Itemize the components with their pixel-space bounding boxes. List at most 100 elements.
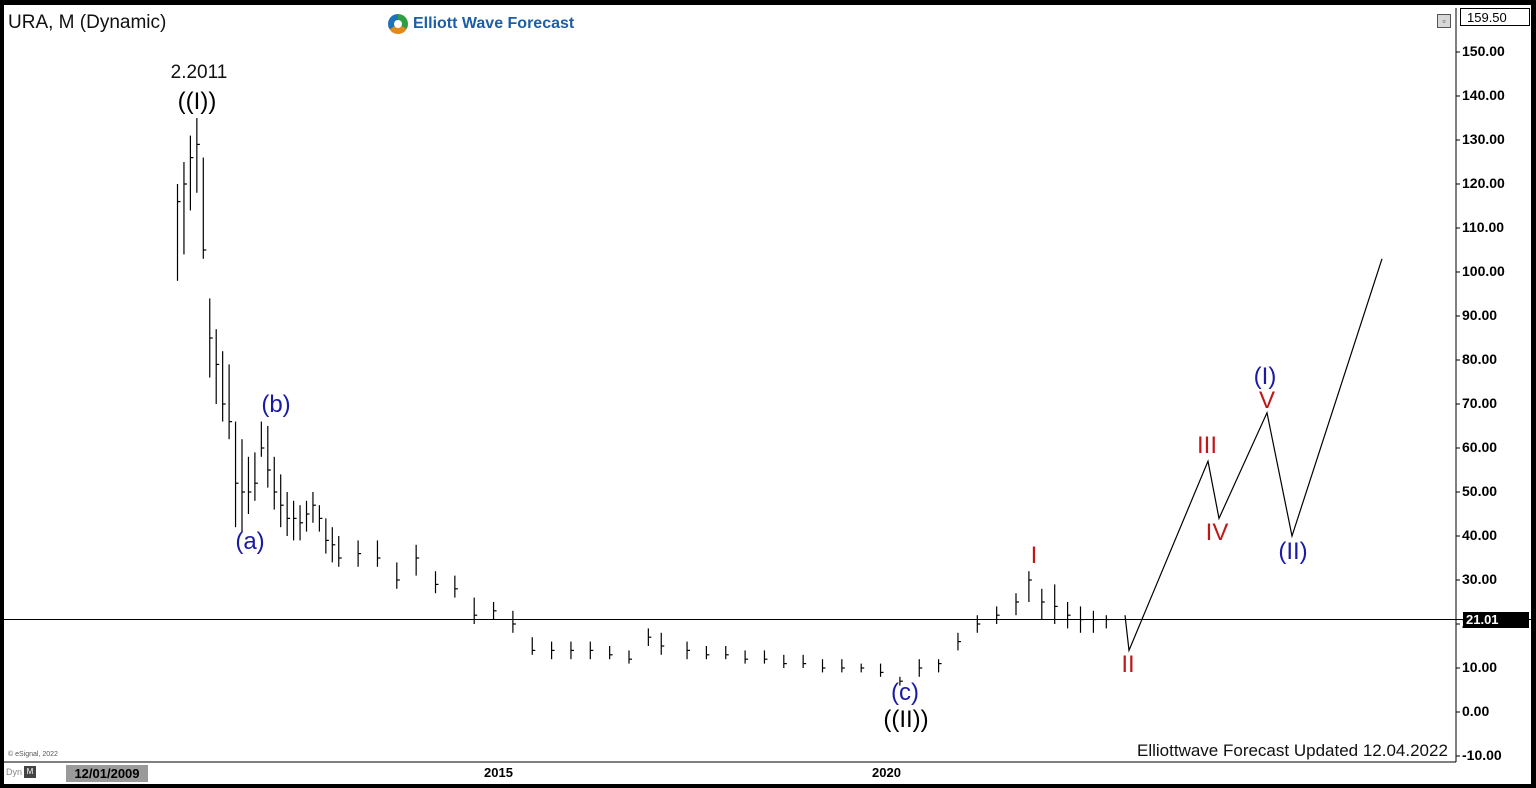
- ohlc-bar: [325, 518, 329, 554]
- ohlc-bar: [228, 364, 233, 440]
- y-tick-label: 120.00: [1462, 175, 1505, 191]
- ohlc-bar: [1015, 593, 1019, 616]
- ohlc-bar: [492, 602, 497, 620]
- ohlc-bar: [879, 663, 884, 677]
- ohlc-bar: [821, 659, 826, 673]
- y-tick-label: 0.00: [1462, 703, 1490, 719]
- ohlc-bar: [589, 641, 594, 660]
- price-axis-top-value: 159.50: [1460, 8, 1530, 26]
- ohlc-bar: [299, 505, 304, 541]
- ohlc-bar: [415, 544, 420, 576]
- ohlc-bar: [209, 298, 213, 378]
- restore-window-icon[interactable]: ▫: [1437, 14, 1451, 28]
- ohlc-bar: [312, 492, 316, 523]
- y-tick-label: 50.00: [1462, 483, 1498, 499]
- wave-label: I: [1030, 542, 1038, 569]
- ohlc-bar: [338, 536, 342, 567]
- brand-name: Elliott Wave Forecast: [413, 15, 575, 32]
- ohlc-bar: [241, 439, 245, 532]
- y-tick-label: 40.00: [1462, 527, 1498, 543]
- last-price-badge: 21.01: [1463, 612, 1529, 628]
- y-tick-label: 130.00: [1462, 131, 1505, 147]
- y-tick-label: 30.00: [1462, 571, 1498, 587]
- y-tick-label: 70.00: [1462, 395, 1498, 411]
- wave-label: III: [1196, 432, 1218, 459]
- wave-label: ((II)): [883, 706, 929, 733]
- ohlc-bar: [647, 628, 652, 646]
- dyn-label: Dyn: [6, 767, 23, 777]
- ohlc-bar: [860, 663, 865, 673]
- interval-button[interactable]: M: [24, 766, 36, 778]
- ohlc-bar: [841, 659, 845, 673]
- ohlc-bar: [196, 118, 200, 193]
- wave-label: 2.2011: [170, 62, 228, 83]
- wave-label: (b): [261, 391, 291, 418]
- ohlc-bar: [512, 610, 516, 633]
- ohlc-bar: [331, 527, 336, 563]
- wave-label: (I): [1253, 363, 1277, 390]
- ohlc-bar: [660, 632, 665, 655]
- ohlc-bar: [247, 456, 252, 514]
- ohlc-bar: [376, 540, 381, 567]
- ohlc-bar: [550, 641, 555, 660]
- y-tick-label: 10.00: [1462, 659, 1498, 675]
- ohlc-bar: [1041, 588, 1045, 620]
- ohlc-bar: [473, 597, 478, 624]
- wave-label: (a): [235, 528, 265, 555]
- ohlc-bar: [280, 474, 284, 528]
- ohlc-bar: [434, 571, 439, 594]
- y-tick-label: 100.00: [1462, 263, 1505, 279]
- chart-frame: [4, 5, 1531, 784]
- ohlc-bar: [215, 329, 220, 404]
- ohlc-bar: [260, 421, 265, 457]
- y-tick-label: 150.00: [1462, 43, 1505, 59]
- brand: Elliott Wave Forecast: [388, 12, 574, 36]
- ohlc-bar: [1054, 584, 1058, 624]
- brand-logo-icon: [388, 14, 408, 34]
- ohlc-bar: [976, 615, 981, 633]
- ohlc-bar: [293, 500, 297, 541]
- ohlc-bar: [1105, 615, 1110, 629]
- ohlc-bar: [234, 421, 239, 528]
- y-tick-label: 140.00: [1462, 87, 1505, 103]
- wave-label: (II): [1278, 538, 1308, 565]
- x-tick-label: 2020: [872, 765, 901, 780]
- ohlc-bar: [176, 184, 181, 281]
- ohlc-bar: [570, 641, 574, 660]
- ohlc-bar: [202, 157, 207, 259]
- y-tick-label: 80.00: [1462, 351, 1498, 367]
- ohlc-bar: [222, 351, 226, 422]
- ohlc-bar: [267, 426, 271, 488]
- ohlc-bar: [531, 637, 536, 655]
- ohlc-bar: [254, 452, 258, 501]
- ohlc-bar: [996, 606, 1000, 624]
- ohlc-bar: [189, 135, 194, 211]
- ohlc-bar: [609, 646, 613, 660]
- wave-label: II: [1121, 651, 1135, 678]
- symbol-title: URA, M (Dynamic): [8, 12, 167, 33]
- y-tick-label: -10.00: [1462, 747, 1502, 763]
- ohlc-bar: [744, 650, 749, 664]
- ohlc-bar: [802, 654, 807, 668]
- ohlc-bar: [396, 562, 400, 589]
- x-tick-label: 2015: [484, 765, 513, 780]
- ohlc-bar: [286, 492, 291, 536]
- ohlc-bar: [918, 659, 923, 677]
- ohlc-bar: [318, 505, 323, 532]
- ohlc-bar: [183, 162, 187, 255]
- y-tick-label: 110.00: [1462, 219, 1505, 235]
- copyright-note: © eSignal, 2022: [8, 751, 58, 758]
- wave-label: V: [1258, 387, 1276, 414]
- ohlc-bar: [937, 659, 942, 673]
- y-tick-label: 60.00: [1462, 439, 1498, 455]
- ohlc-bar: [628, 650, 632, 664]
- ohlc-bar: [1092, 610, 1097, 633]
- projection-path: [1124, 258, 1383, 653]
- ohlc-bar: [454, 575, 458, 598]
- ohlc-bar: [305, 500, 310, 532]
- ohlc-bar: [1028, 571, 1032, 602]
- wave-label: (c): [891, 679, 919, 706]
- chart-start-date: 12/01/2009: [66, 765, 148, 782]
- ohlc-bar: [957, 632, 961, 651]
